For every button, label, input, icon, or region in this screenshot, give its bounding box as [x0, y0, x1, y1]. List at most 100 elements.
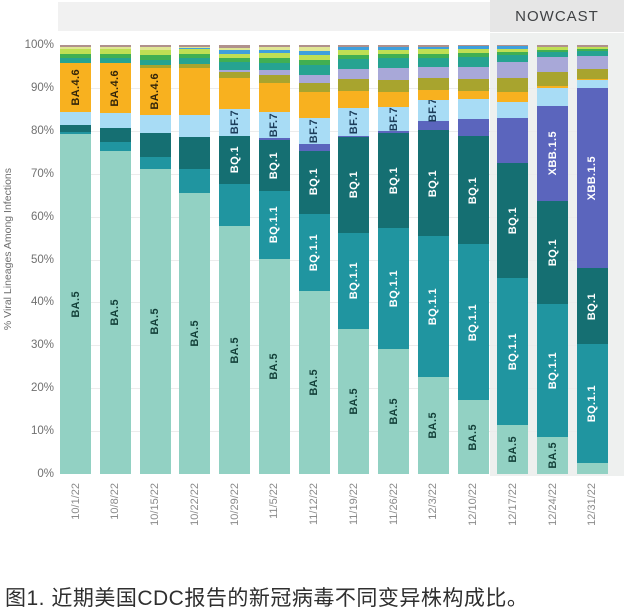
segment-other_lime [298, 54, 330, 61]
y-tick-label: 50% [30, 253, 54, 266]
segment-label-wrap: BQ.1.1 [537, 304, 568, 437]
segment-other_lavender [576, 55, 608, 70]
segment-other_blue [378, 46, 410, 50]
segment-label-wrap: BQ.1.1 [299, 214, 330, 292]
y-tick-label: 80% [30, 124, 54, 137]
stacked-bar-10/15/22: BA.5 BA.4.6 10/15/22 [139, 45, 171, 526]
segment-label: BA.5 [546, 442, 559, 469]
segment-BA.4.6: BA.4.6 [60, 63, 91, 113]
segment-other_green [139, 55, 171, 60]
segment-label-wrap: BA.5 [219, 226, 250, 474]
gridline-10% [60, 431, 608, 433]
segment-BA.4.6 [537, 86, 569, 89]
x-tick-label: 12/3/22 [427, 483, 439, 520]
segment-label: BF.7 [427, 98, 440, 123]
segment-label: BQ.1 [586, 292, 599, 320]
segment-label: BA.5 [467, 423, 480, 451]
segment-BQ.1.1: BQ.1.1 [417, 235, 449, 378]
segment-label-wrap: BQ.1 [497, 163, 528, 278]
segment-BA.5: BA.5 [179, 192, 211, 474]
segment-BA.5: BA.5 [99, 150, 131, 474]
segment-other_green [497, 51, 529, 55]
segment-other_olive [378, 79, 410, 93]
stacked-bar-12/17/22: BA.5 BQ.1.1 BQ.1 12/17/22 [497, 45, 529, 526]
segment-BA.5: BA.5 [338, 329, 370, 474]
segment-BA.5: BA.5 [378, 349, 410, 474]
segment-label-wrap: BA.5 [418, 377, 449, 474]
x-tick-label: 10/29/22 [229, 483, 241, 526]
segment-BF.7: BF.7 [298, 118, 330, 144]
segment-label: BQ.1 [467, 176, 480, 204]
y-tick-label: 100% [24, 39, 54, 51]
segment-BQ.1.1 [179, 168, 211, 193]
segment-BF.7 [576, 80, 608, 89]
segment-other_olive [179, 63, 211, 69]
x-tick-text: 10/22/22 [188, 483, 201, 526]
segment-other_lavender [219, 69, 251, 73]
segment-other_jade [338, 59, 370, 69]
segment-BQ.1 [179, 137, 211, 169]
segment-label: BQ.1 [387, 166, 400, 195]
segment-other_jade [60, 58, 91, 64]
segment-BA.5: BA.5 [417, 377, 449, 474]
segment-label: BQ.1 [347, 171, 360, 199]
segment-label: BA.5 [149, 307, 162, 335]
segment-BA.4.6 [576, 78, 608, 81]
segment-other_olive [537, 72, 569, 87]
segment-BQ.1.1 [60, 131, 91, 135]
segment-other_green [179, 54, 211, 58]
segment-other_mauve [417, 45, 449, 47]
segment-other_olive [417, 77, 449, 91]
x-tick-label: 12/17/22 [507, 483, 519, 526]
gridline-90% [60, 87, 608, 89]
segment-XBB.1.5 [338, 135, 370, 138]
segment-BA.5: BA.5 [139, 168, 171, 474]
segment-label: BA.5 [347, 388, 360, 415]
segment-BF.7: BF.7 [338, 108, 370, 136]
segment-BQ.1 [139, 133, 171, 158]
segment-BQ.1: BQ.1 [258, 140, 290, 191]
segment-label-wrap: BQ.1.1 [458, 244, 489, 400]
segment-label: BA.4.6 [149, 73, 162, 111]
segment-other_pale [139, 47, 171, 51]
segment-other_green [417, 53, 449, 58]
segment-label-wrap: BQ.1 [259, 140, 290, 191]
segment-label-wrap: BQ.1.1 [577, 344, 608, 463]
segment-BA.4.6 [298, 92, 330, 119]
x-tick-text: 12/3/22 [427, 483, 440, 520]
segment-other_green [99, 54, 131, 59]
x-tick-label: 12/31/22 [586, 483, 598, 526]
segment-other_jade [417, 57, 449, 67]
segment-label: BF.7 [228, 109, 241, 135]
segment-BQ.1: BQ.1 [298, 150, 330, 214]
segment-other_mauve [338, 45, 370, 47]
segment-other_green [60, 54, 91, 59]
segment-label: BF.7 [308, 118, 321, 144]
segment-BF.7: BF.7 [258, 112, 290, 139]
segment-label: BA.5 [308, 369, 321, 396]
segment-label-wrap: BF.7 [338, 108, 369, 136]
segment-label: BA.5 [69, 290, 82, 318]
segment-BQ.1: BQ.1 [219, 135, 251, 184]
segment-BA.4.6 [497, 92, 529, 103]
segment-other_green [537, 49, 569, 53]
segment-other_lime [179, 49, 211, 55]
segment-BQ.1.1: BQ.1.1 [457, 244, 489, 401]
segment-label-wrap: BA.5 [378, 349, 409, 474]
segment-label-wrap: BA.4.6 [100, 63, 131, 113]
segment-label-wrap: BA.4.6 [60, 63, 91, 112]
segment-label: BF.7 [268, 113, 281, 138]
segment-BF.7 [537, 88, 569, 106]
nowcast-header: NOWCAST [490, 0, 624, 32]
segment-other_jade [99, 58, 131, 64]
stacked-bar-11/12/22: BA.5 BQ.1.1 BQ.1 BF.7 11/12/22 [298, 45, 330, 525]
segment-label-wrap: BQ.1 [458, 136, 489, 244]
segment-BQ.1: BQ.1 [338, 137, 370, 233]
segment-other_blue [338, 46, 370, 50]
segment-other_blue [258, 49, 290, 54]
segment-other_lavender [378, 68, 410, 80]
segment-BA.5: BA.5 [298, 291, 330, 474]
segment-BQ.1.1: BQ.1.1 [298, 213, 330, 292]
segment-label-wrap: BQ.1 [537, 201, 568, 304]
segment-other_jade [497, 54, 529, 63]
